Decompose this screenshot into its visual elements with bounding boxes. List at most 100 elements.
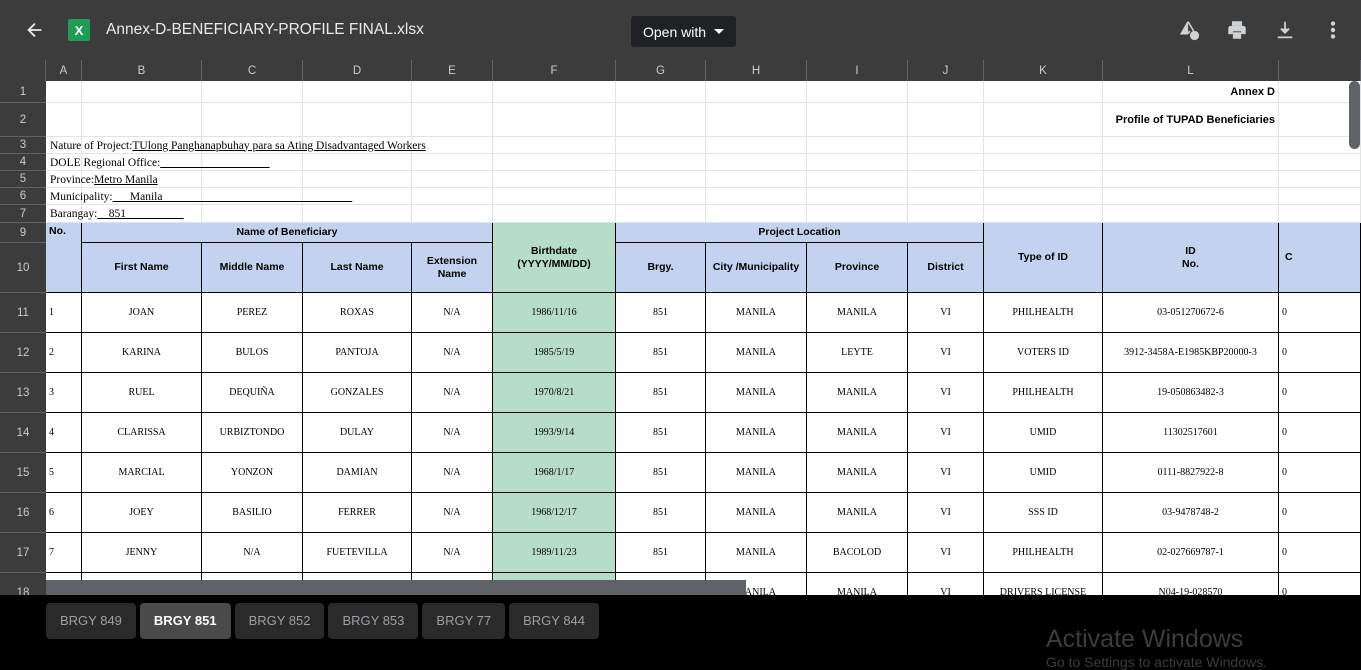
- grid-cell-empty[interactable]: [493, 103, 616, 137]
- cell-brgy[interactable]: 851: [616, 453, 706, 493]
- cell-birthdate[interactable]: 1985/5/19: [493, 333, 616, 373]
- grid-cell-empty[interactable]: [984, 171, 1103, 188]
- header-id-no[interactable]: ID No.: [1103, 223, 1279, 293]
- open-with-button[interactable]: Open with: [631, 16, 736, 47]
- header-brgy[interactable]: Brgy.: [616, 243, 706, 293]
- cell-last[interactable]: ROXAS: [303, 293, 412, 333]
- grid-cell-empty[interactable]: [303, 81, 412, 103]
- row-header-7[interactable]: 7: [0, 205, 46, 223]
- grid-cell-empty[interactable]: [412, 103, 493, 137]
- grid-cell-empty[interactable]: [412, 171, 493, 188]
- row-header-4[interactable]: 4: [0, 154, 46, 171]
- cell-birthdate[interactable]: 1968/12/17: [493, 493, 616, 533]
- cell-middle[interactable]: DEQUIÑA: [202, 373, 303, 413]
- header-project-location[interactable]: Project Location: [616, 223, 984, 243]
- cell-idno[interactable]: 11302517601: [1103, 413, 1279, 453]
- cell-city[interactable]: MANILA: [706, 493, 807, 533]
- cell-idtype[interactable]: PHILHEALTH: [984, 533, 1103, 573]
- row-header-13[interactable]: 13: [0, 373, 46, 413]
- grid-cell-empty[interactable]: [493, 205, 616, 223]
- cell-idtype[interactable]: SSS ID: [984, 493, 1103, 533]
- column-header-c[interactable]: C: [202, 60, 303, 81]
- cell-idno[interactable]: 3912-3458A-E1985KBP20000-3: [1103, 333, 1279, 373]
- grid-cell-empty[interactable]: [46, 81, 82, 103]
- column-header-m[interactable]: [1279, 60, 1361, 81]
- cell-birthdate[interactable]: 1968/1/17: [493, 453, 616, 493]
- row-header-17[interactable]: 17: [0, 533, 46, 573]
- cell-first[interactable]: JOEY: [82, 493, 202, 533]
- cell-birthdate[interactable]: 1993/9/14: [493, 413, 616, 453]
- grid-cell-empty[interactable]: [616, 205, 706, 223]
- cell-middle[interactable]: YONZON: [202, 453, 303, 493]
- horizontal-scrollbar-thumb[interactable]: [46, 580, 746, 595]
- cell-idno[interactable]: 03-9478748-2: [1103, 493, 1279, 533]
- cell-birthdate[interactable]: 1986/11/16: [493, 293, 616, 333]
- grid-corner[interactable]: [0, 60, 46, 81]
- cell-no[interactable]: 5: [46, 453, 82, 493]
- column-header-a[interactable]: A: [46, 60, 82, 81]
- cell-middle[interactable]: N/A: [202, 533, 303, 573]
- cell-idtype[interactable]: PHILHEALTH: [984, 293, 1103, 333]
- cell-province[interactable]: MANILA: [807, 453, 908, 493]
- grid-cell-empty[interactable]: [202, 171, 303, 188]
- cell-city[interactable]: MANILA: [706, 413, 807, 453]
- cell-district[interactable]: VI: [908, 413, 984, 453]
- dole-regional-office[interactable]: DOLE Regional Office: __________________…: [46, 154, 303, 171]
- header-name-of-beneficiary[interactable]: Name of Beneficiary: [82, 223, 493, 243]
- grid-cell-empty[interactable]: [984, 188, 1103, 205]
- cell-last[interactable]: GONZALES: [303, 373, 412, 413]
- grid-cell-empty[interactable]: [493, 171, 616, 188]
- grid-cell-empty[interactable]: [908, 188, 984, 205]
- vertical-scrollbar-thumb[interactable]: [1349, 81, 1360, 149]
- cell-idtype[interactable]: PHILHEALTH: [984, 373, 1103, 413]
- more-options-button[interactable]: [1319, 16, 1347, 44]
- grid-cell-empty[interactable]: [807, 103, 908, 137]
- header-no[interactable]: No.: [46, 223, 82, 293]
- cell-brgy[interactable]: 851: [616, 493, 706, 533]
- row-header-10[interactable]: 10: [0, 243, 46, 293]
- grid-cell-empty[interactable]: [908, 137, 984, 154]
- grid-cell-empty[interactable]: [984, 205, 1103, 223]
- cell-brgy[interactable]: 851: [616, 293, 706, 333]
- grid-cell-empty[interactable]: [303, 205, 412, 223]
- grid-cell-empty[interactable]: [303, 171, 412, 188]
- cell-idno[interactable]: 03-051270672-6: [1103, 293, 1279, 333]
- cell-ext[interactable]: N/A: [412, 413, 493, 453]
- vertical-scrollbar[interactable]: [1348, 81, 1361, 595]
- sheet-tab-brgy-849[interactable]: BRGY 849: [46, 603, 136, 639]
- grid-cell-empty[interactable]: [303, 154, 412, 171]
- cell-district[interactable]: VI: [908, 293, 984, 333]
- row-header-11[interactable]: 11: [0, 293, 46, 333]
- header-type-of-id[interactable]: Type of ID: [984, 223, 1103, 293]
- cell-birthdate[interactable]: 1989/11/23: [493, 533, 616, 573]
- cell-province[interactable]: MANILA: [807, 493, 908, 533]
- cell-idtype[interactable]: UMID: [984, 453, 1103, 493]
- grid-cell-empty[interactable]: [706, 137, 807, 154]
- row-header-2[interactable]: 2: [0, 103, 46, 137]
- cell-no[interactable]: 4: [46, 413, 82, 453]
- cell-middle[interactable]: BULOS: [202, 333, 303, 373]
- cell-no[interactable]: 2: [46, 333, 82, 373]
- cell-idno[interactable]: 19-050863482-3: [1103, 373, 1279, 413]
- barangay-field[interactable]: Barangay: __851__________: [46, 205, 202, 223]
- grid-cell-empty[interactable]: [908, 154, 984, 171]
- grid-cell-empty[interactable]: [706, 171, 807, 188]
- grid-cell-empty[interactable]: [908, 205, 984, 223]
- grid-cell-empty[interactable]: [616, 137, 706, 154]
- grid-cell-empty[interactable]: [493, 188, 616, 205]
- row-header-15[interactable]: 15: [0, 453, 46, 493]
- cell-middle[interactable]: BASILIO: [202, 493, 303, 533]
- grid-cell-empty[interactable]: [706, 103, 807, 137]
- grid-cell-empty[interactable]: [984, 103, 1103, 137]
- grid-cell-empty[interactable]: [1103, 205, 1279, 223]
- header-first-name[interactable]: First Name: [82, 243, 202, 293]
- cell-idno[interactable]: 02-027669787-1: [1103, 533, 1279, 573]
- cell-district[interactable]: VI: [908, 533, 984, 573]
- grid-cell-empty[interactable]: [984, 154, 1103, 171]
- cell-last[interactable]: DULAY: [303, 413, 412, 453]
- grid-cell-empty[interactable]: [616, 154, 706, 171]
- download-button[interactable]: [1271, 16, 1299, 44]
- sheet-tab-brgy-851[interactable]: BRGY 851: [140, 603, 231, 639]
- cell-ext[interactable]: N/A: [412, 493, 493, 533]
- cell-city[interactable]: MANILA: [706, 333, 807, 373]
